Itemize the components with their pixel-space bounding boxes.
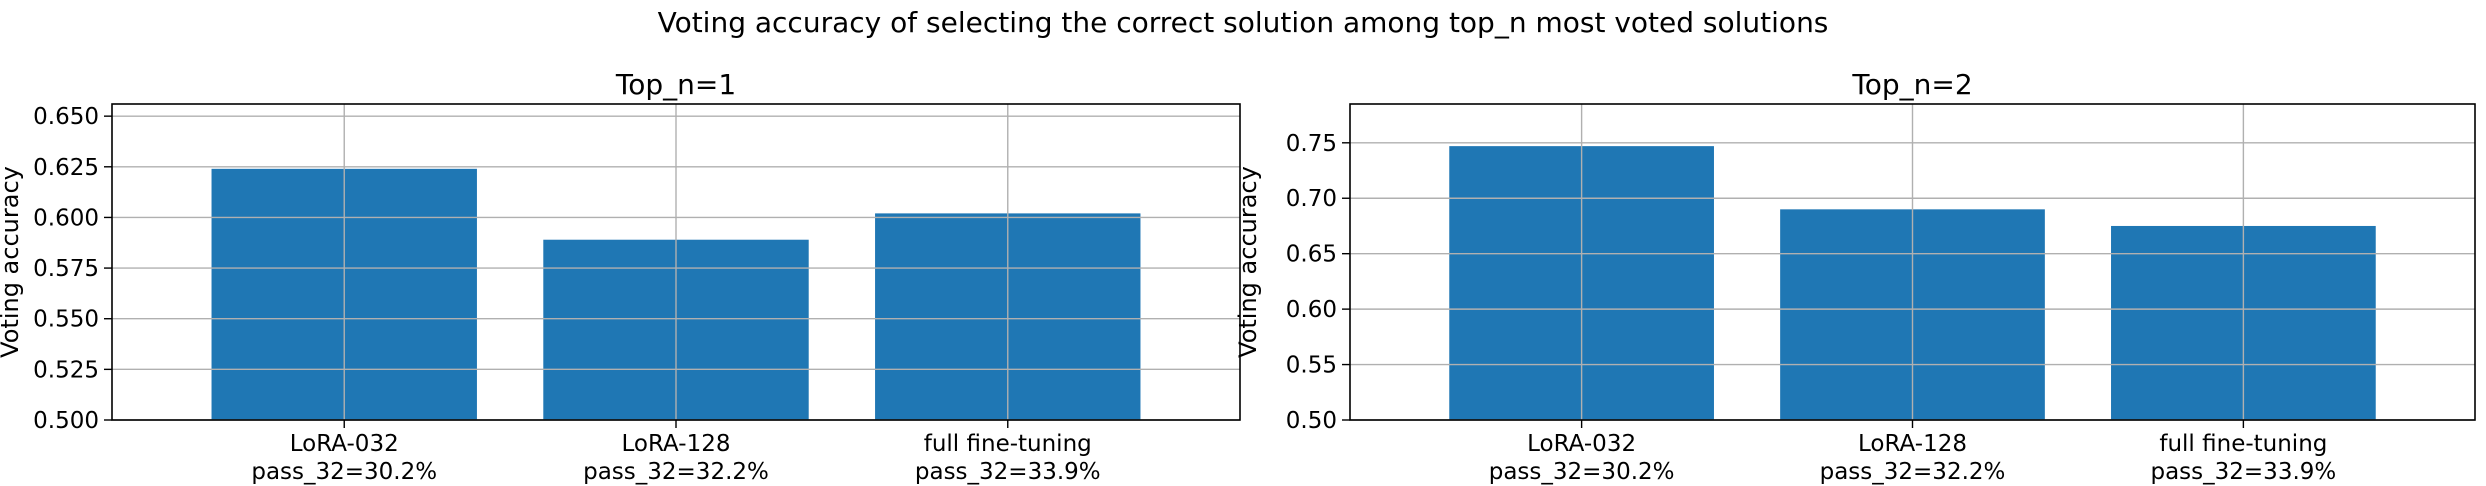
- y-tick-label-3: 0.550: [33, 307, 99, 333]
- chart-panel-top-n-1: 0.500 0.525 0.550 0.575 0.600 0.625 0.650 LoRA-…: [0, 68, 1241, 485]
- x-tick-label-1-line-1: LoRA-032: [290, 431, 399, 457]
- x-tick-label-2-line-1: LoRA-128: [1858, 431, 1967, 457]
- panel-title: Top_n=1: [615, 68, 736, 101]
- y-axis-label: Voting accuracy: [1234, 166, 1262, 358]
- y-tick-label-6: 0.625: [33, 155, 99, 181]
- y-tick-label-1: 0.50: [1286, 408, 1337, 434]
- y-tick-label-2: 0.55: [1286, 353, 1337, 379]
- y-tick-label-2: 0.525: [33, 357, 99, 383]
- x-tick-label-3-line-1: full fine-tuning: [924, 431, 1092, 457]
- x-tick-label-1-line-2: pass_32=30.2%: [1489, 459, 1675, 485]
- panel-title: Top_n=2: [1851, 68, 1972, 101]
- x-tick-label-2-line-2: pass_32=32.2%: [1820, 459, 2006, 485]
- y-tick-label-1: 0.500: [33, 408, 99, 434]
- x-tick-label-1-line-1: LoRA-032: [1527, 431, 1636, 457]
- y-tick-label-5: 0.70: [1286, 186, 1337, 212]
- y-tick-label-4: 0.575: [33, 256, 99, 282]
- chart-panel-top-n-2: 0.500.550.600.650.700.75LoRA-032pass_32=…: [1234, 68, 2476, 485]
- x-tick-label-2-line-1: LoRA-128: [622, 431, 731, 457]
- y-tick-label-4: 0.65: [1286, 242, 1337, 268]
- x-tick-label-3-line-2: pass_32=33.9%: [915, 459, 1101, 485]
- x-tick-label-3-line-1: full fine-tuning: [2159, 431, 2327, 457]
- figure-suptitle: Voting accuracy of selecting the correct…: [657, 6, 1829, 39]
- y-tick-label-6: 0.75: [1286, 131, 1337, 157]
- x-tick-label-1-line-2: pass_32=30.2%: [251, 459, 437, 485]
- x-tick-label-2-line-2: pass_32=32.2%: [583, 459, 769, 485]
- y-tick-label-5: 0.600: [33, 205, 99, 231]
- y-tick-label-7: 0.650: [33, 104, 99, 130]
- x-tick-label-3-line-2: pass_32=33.9%: [2150, 459, 2336, 485]
- y-axis-label: Voting accuracy: [0, 166, 24, 358]
- y-tick-label-3: 0.60: [1286, 297, 1337, 323]
